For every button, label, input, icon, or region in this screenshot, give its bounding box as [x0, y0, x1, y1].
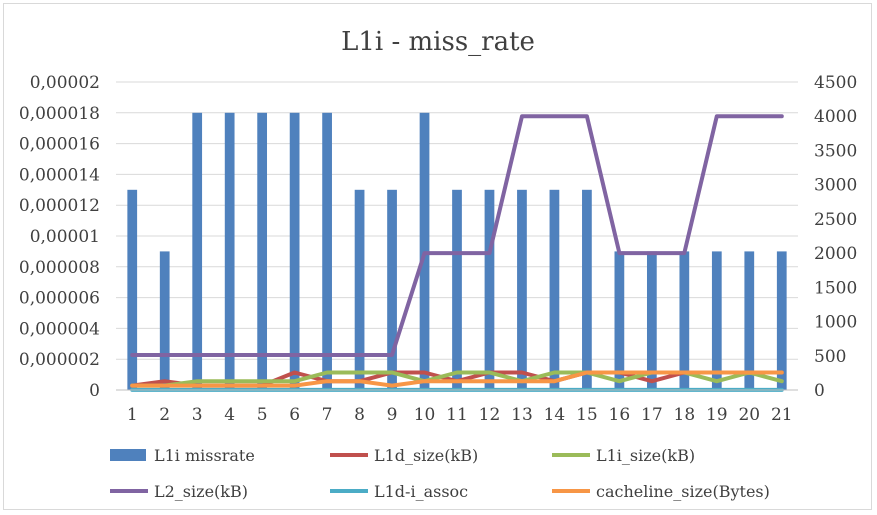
x-tick-label: 18 — [674, 405, 696, 425]
bar — [257, 112, 268, 391]
bar — [354, 189, 365, 390]
bar — [322, 112, 332, 391]
legend: L1i missrate L1d_size(kB) L1i_size(kB) L2_s… — [110, 446, 770, 501]
bar — [387, 189, 397, 390]
bar-series — [127, 112, 787, 391]
y-left-tick-label: 0 — [89, 381, 100, 401]
y-left-tick-label: 0,000014 — [19, 165, 100, 185]
x-tick-label: 2 — [159, 405, 170, 425]
legend-label: cacheline_size(Bytes) — [596, 482, 770, 501]
y-left-tick-label: 0,000012 — [19, 196, 100, 216]
bar — [289, 112, 300, 391]
x-tick-label: 14 — [544, 405, 566, 425]
x-tick-label: 3 — [192, 405, 203, 425]
y-right-tick-label: 1500 — [814, 278, 857, 298]
bar — [224, 112, 235, 391]
y-left-tick-label: 0,000008 — [19, 258, 100, 278]
x-tick-label: 13 — [511, 405, 533, 425]
y-right-tick-label: 3500 — [814, 141, 857, 161]
x-tick-label: 9 — [387, 405, 398, 425]
x-tick-label: 4 — [224, 405, 235, 425]
bar — [582, 189, 592, 390]
y-right-tick-label: 2000 — [814, 244, 857, 264]
bar — [646, 251, 657, 390]
bar — [452, 189, 462, 390]
bar — [679, 251, 690, 390]
y-right-tick-label: 0 — [814, 381, 825, 401]
bar — [614, 251, 625, 390]
y-right-tick-label: 4500 — [814, 73, 857, 93]
x-tick-label: 20 — [738, 405, 760, 425]
legend-label: L2_size(kB) — [154, 482, 248, 501]
x-tick-label: 6 — [289, 405, 300, 425]
y-right-tick-label: 2500 — [814, 210, 857, 230]
x-tick-label: 12 — [479, 405, 501, 425]
chart-frame: L1i - miss_rate 0 0,000002 0,000004 0,00000… — [3, 3, 872, 510]
x-tick-label: 21 — [771, 405, 793, 425]
y-left-tick-label: 0,000018 — [19, 104, 100, 124]
legend-label: L1i missrate — [154, 446, 255, 465]
legend-label: L1d-i_assoc — [374, 482, 468, 501]
chart-title: L1i - miss_rate — [341, 27, 535, 57]
legend-label: L1d_size(kB) — [374, 446, 478, 465]
series-line — [130, 370, 784, 388]
x-tick-label: 7 — [322, 405, 333, 425]
x-tick-label: 16 — [609, 405, 631, 425]
axes: 0 0,000002 0,000004 0,000006 0,000008 0,00001… — [19, 73, 857, 425]
bar — [711, 251, 722, 390]
x-tick-label: 8 — [354, 405, 365, 425]
x-tick-label: 1 — [127, 405, 138, 425]
bar — [159, 251, 170, 390]
x-tick-label: 15 — [576, 405, 598, 425]
bar — [744, 251, 755, 390]
y-right-tick-label: 500 — [814, 347, 846, 367]
bar — [776, 251, 787, 390]
bar — [549, 189, 560, 390]
legend-swatch-bar — [110, 449, 146, 461]
x-tick-label: 10 — [414, 405, 436, 425]
legend-label: L1i_size(kB) — [596, 446, 695, 465]
y-left-tick-label: 0,000016 — [19, 135, 100, 155]
x-tick-label: 19 — [706, 405, 728, 425]
x-tick-label: 5 — [257, 405, 268, 425]
bar — [484, 189, 495, 390]
y-left-tick-label: 0,000006 — [19, 289, 100, 309]
y-left-tick-label: 0,000004 — [19, 319, 100, 339]
bar — [192, 112, 203, 391]
series-line — [130, 114, 784, 357]
x-tick-label: 11 — [446, 405, 468, 425]
y-left-tick-label: 0,000002 — [19, 350, 100, 370]
y-left-tick-label: 0,00001 — [30, 227, 100, 247]
y-right-tick-label: 1000 — [814, 313, 857, 333]
combo-chart: L1i - miss_rate 0 0,000002 0,000004 0,00000… — [19, 27, 857, 501]
y-right-tick-label: 4000 — [814, 107, 857, 127]
y-right-tick-label: 3000 — [814, 176, 857, 196]
bar — [517, 189, 527, 390]
bar — [127, 189, 138, 390]
x-tick-label: 17 — [641, 405, 663, 425]
y-left-tick-label: 0,00002 — [30, 73, 100, 93]
